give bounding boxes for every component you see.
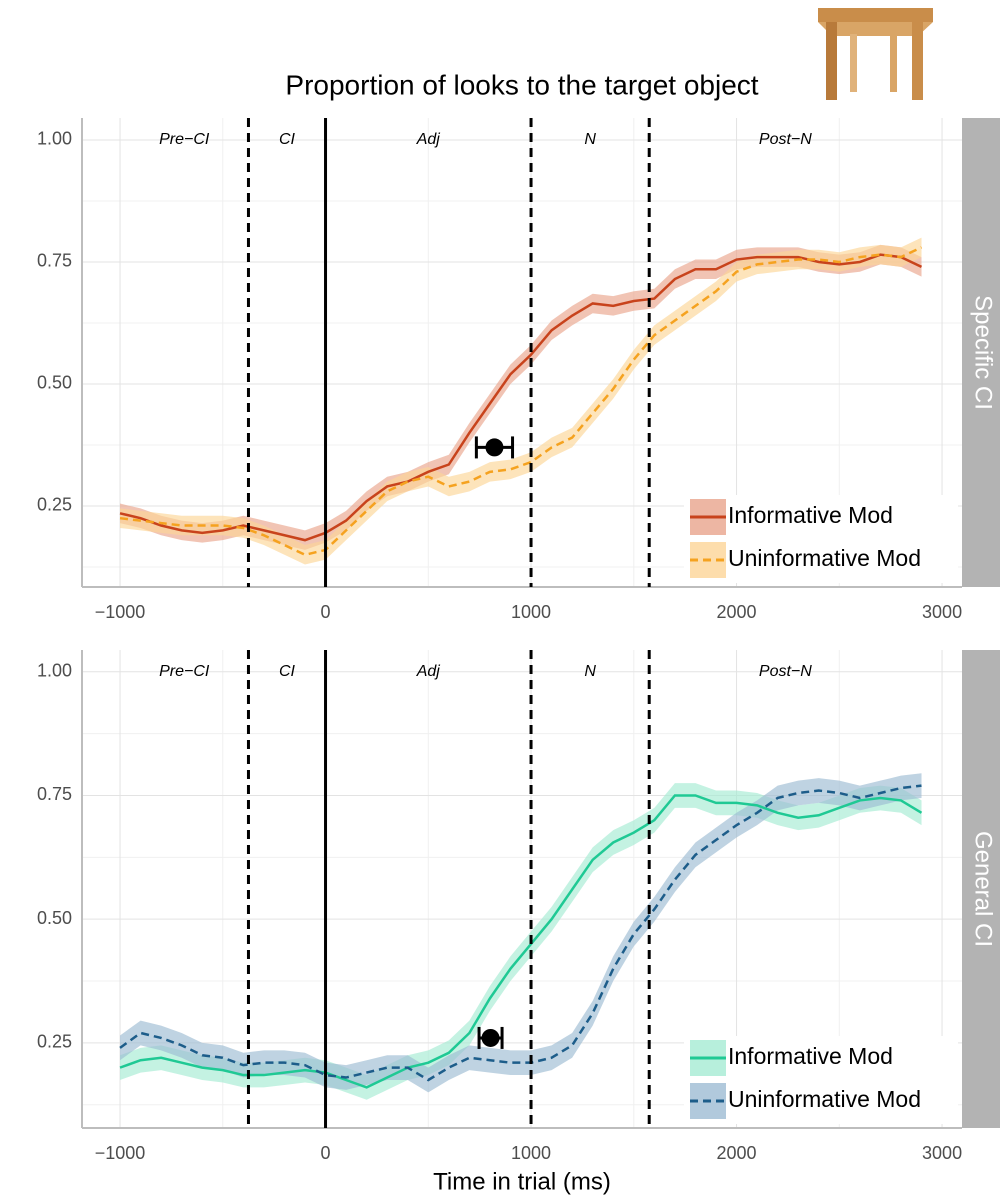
point — [482, 1029, 500, 1047]
region-label: Adj — [416, 663, 441, 680]
point — [485, 438, 503, 456]
region-label: Post−N — [759, 663, 812, 680]
x-tick-label: −1000 — [95, 1143, 146, 1163]
x-tick-label: 3000 — [922, 1143, 962, 1163]
y-tick-label: 1.00 — [37, 661, 72, 681]
legend-label: Informative Mod — [728, 1043, 893, 1069]
x-tick-label: 2000 — [717, 1143, 757, 1163]
x-tick-label: 1000 — [511, 602, 551, 622]
x-axis-label: Time in trial (ms) — [433, 1168, 611, 1195]
y-tick-label: 0.75 — [37, 784, 72, 804]
region-label: N — [584, 131, 596, 148]
table-icon — [818, 8, 933, 100]
region-label: CI — [279, 131, 296, 148]
x-tick-label: 1000 — [511, 1143, 551, 1163]
region-label: Pre−CI — [159, 131, 210, 148]
region-label: N — [584, 663, 596, 680]
chart-title: Proportion of looks to the target object — [285, 69, 758, 100]
y-tick-label: 0.75 — [37, 251, 72, 271]
y-tick-label: 0.25 — [37, 1032, 72, 1052]
region-label: Post−N — [759, 131, 812, 148]
x-tick-label: 0 — [321, 602, 331, 622]
region-label: Pre−CI — [159, 663, 210, 680]
x-tick-label: −1000 — [95, 602, 146, 622]
facet-label: Specific CI — [970, 295, 997, 410]
y-tick-label: 0.50 — [37, 373, 72, 393]
legend-label: Informative Mod — [728, 502, 893, 528]
legend-label: Uninformative Mod — [728, 545, 921, 571]
x-tick-label: 0 — [321, 1143, 331, 1163]
region-label: CI — [279, 663, 296, 680]
facet-label: General CI — [970, 831, 997, 947]
legend-label: Uninformative Mod — [728, 1086, 921, 1112]
figure: Proportion of looks to the target object… — [0, 0, 1000, 1199]
y-tick-label: 0.25 — [37, 495, 72, 515]
x-tick-label: 3000 — [922, 602, 962, 622]
y-tick-label: 0.50 — [37, 908, 72, 928]
x-tick-label: 2000 — [717, 602, 757, 622]
y-tick-label: 1.00 — [37, 129, 72, 149]
region-label: Adj — [416, 131, 441, 148]
